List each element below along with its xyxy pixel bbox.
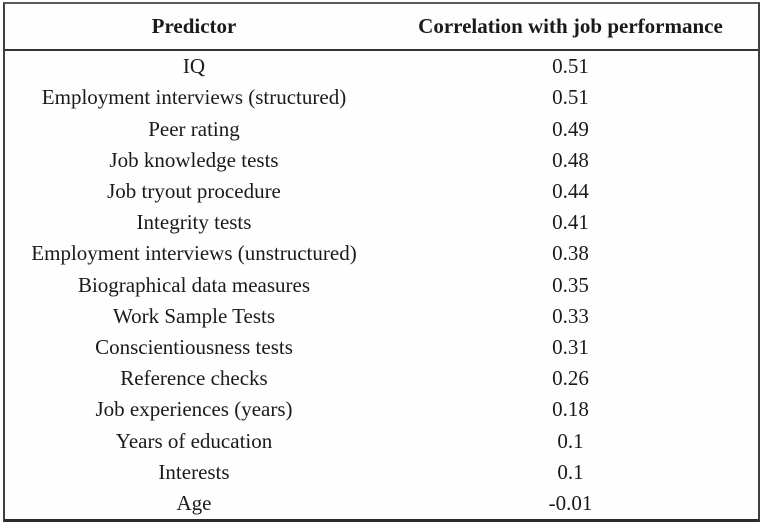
table-row: Job experiences (years) 0.18 <box>5 394 758 425</box>
table-row: Employment interviews (structured) 0.51 <box>5 82 758 113</box>
correlation-cell: -0.01 <box>548 490 593 515</box>
predictor-cell: Employment interviews (unstructured) <box>31 241 357 266</box>
table-row: Age -0.01 <box>5 488 758 519</box>
predictor-cell: Interests <box>158 459 230 484</box>
predictor-cell: Conscientiousness tests <box>95 334 293 359</box>
predictor-cell: Peer rating <box>148 116 240 141</box>
table-row: Integrity tests 0.41 <box>5 207 758 238</box>
predictor-cell: Integrity tests <box>136 210 252 235</box>
predictor-cell: Years of education <box>115 428 273 453</box>
column-header-predictor: Predictor <box>151 14 237 38</box>
correlation-cell: 0.38 <box>552 241 589 266</box>
predictor-cell: Job tryout procedure <box>107 178 281 203</box>
table-row: IQ 0.51 <box>5 51 758 82</box>
table-header-row: Predictor Correlation with job performan… <box>5 4 758 51</box>
table-row: Peer rating 0.49 <box>5 113 758 144</box>
table-row: Job knowledge tests 0.48 <box>5 145 758 176</box>
predictor-cell: Age <box>176 490 212 515</box>
correlation-cell: 0.1 <box>557 428 584 453</box>
column-header-correlation: Correlation with job performance <box>418 14 723 38</box>
table-row: Biographical data measures 0.35 <box>5 269 758 300</box>
table-row: Reference checks 0.26 <box>5 363 758 394</box>
correlation-cell: 0.51 <box>552 85 589 110</box>
table-row: Job tryout procedure 0.44 <box>5 176 758 207</box>
predictor-cell: Reference checks <box>120 366 268 391</box>
predictor-cell: Employment interviews (structured) <box>41 85 347 110</box>
predictor-cell: IQ <box>182 54 206 79</box>
correlation-cell: 0.49 <box>552 116 589 141</box>
table-row: Conscientiousness tests 0.31 <box>5 332 758 363</box>
correlation-cell: 0.33 <box>552 303 589 328</box>
table-body: IQ 0.51 Employment interviews (structured)… <box>5 51 758 519</box>
predictor-cell: Job knowledge tests <box>109 147 279 172</box>
table-row: Employment interviews (unstructured) 0.38 <box>5 238 758 269</box>
correlation-table: Predictor Correlation with job performan… <box>3 2 760 522</box>
correlation-cell: 0.44 <box>552 178 589 203</box>
predictor-cell: Work Sample Tests <box>112 303 276 328</box>
correlation-cell: 0.35 <box>552 272 589 297</box>
correlation-cell: 0.41 <box>552 210 589 235</box>
correlation-cell: 0.48 <box>552 147 589 172</box>
correlation-cell: 0.26 <box>552 366 589 391</box>
table-row: Interests 0.1 <box>5 457 758 488</box>
predictor-cell: Job experiences (years) <box>95 397 293 422</box>
table-row: Work Sample Tests 0.33 <box>5 301 758 332</box>
correlation-cell: 0.31 <box>552 334 589 359</box>
correlation-cell: 0.18 <box>552 397 589 422</box>
correlation-cell: 0.1 <box>557 459 584 484</box>
predictor-cell: Biographical data measures <box>77 272 311 297</box>
table-row: Years of education 0.1 <box>5 425 758 456</box>
correlation-cell: 0.51 <box>552 54 589 79</box>
